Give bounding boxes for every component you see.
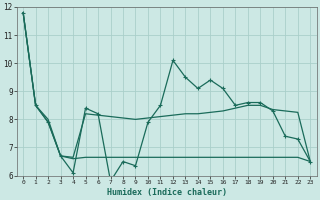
X-axis label: Humidex (Indice chaleur): Humidex (Indice chaleur) xyxy=(107,188,227,197)
